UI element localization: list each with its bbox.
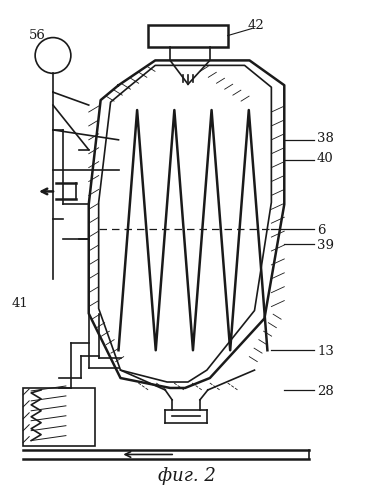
Text: фиг. 2: фиг. 2 [158, 467, 216, 485]
Text: 56: 56 [29, 28, 46, 41]
Text: 28: 28 [317, 385, 334, 398]
Text: 38: 38 [317, 132, 334, 145]
Text: 6: 6 [317, 224, 326, 237]
Bar [148, 24, 228, 46]
Bar [23, 388, 95, 446]
Text: 39: 39 [317, 239, 334, 252]
Text: 42: 42 [248, 18, 264, 31]
Text: 13: 13 [317, 345, 334, 358]
Text: 41: 41 [11, 296, 28, 309]
Text: 40: 40 [317, 152, 334, 165]
